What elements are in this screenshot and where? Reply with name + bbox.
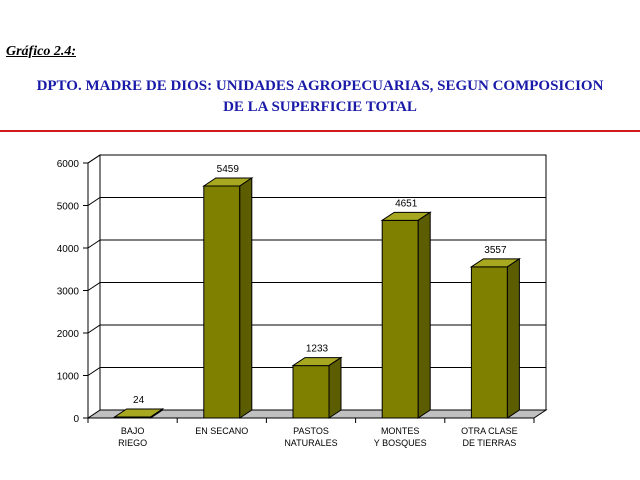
title-divider [0, 130, 640, 132]
x-tick-label-line: PASTOS [293, 426, 329, 436]
x-tick-label-line: BAJO [121, 426, 145, 436]
bar [292, 365, 330, 419]
x-tick-label-line: OTRA CLASE [461, 426, 518, 436]
y-tick-label: 6000 [57, 159, 80, 170]
data-label: 3557 [484, 245, 507, 256]
y-tick-label: 5000 [57, 202, 80, 213]
y-tick-label: 1000 [57, 372, 80, 383]
y-tick-label: 2000 [57, 329, 80, 340]
bar [203, 185, 241, 419]
x-tick-label: MONTES Y BOSQUES [374, 426, 427, 448]
x-tick-label-line: MONTES [381, 426, 420, 436]
bar-side-face [417, 211, 431, 419]
figure-label: Gráfico 2.4: [6, 44, 76, 59]
x-tick-label: OTRA CLASE DE TIERRAS [461, 426, 518, 448]
x-tick-label-line: EN SECANO [195, 426, 248, 436]
x-tick-label-line: NATURALES [284, 438, 337, 448]
bar-side-face [239, 177, 253, 419]
gridline [87, 154, 546, 164]
x-tick-label-line: Y BOSQUES [374, 438, 427, 448]
x-tick-label: PASTOS NATURALES [284, 426, 337, 448]
bar-side-face [150, 408, 164, 419]
data-label: 1233 [306, 344, 329, 355]
data-label: 4651 [395, 198, 418, 209]
x-tick-label: EN SECANO [195, 426, 248, 436]
data-label: 5459 [217, 164, 240, 175]
bar [470, 266, 508, 419]
chart-title-line-2: DE LA SUPERFICIE TOTAL [223, 99, 417, 115]
bar-side-face [328, 356, 342, 419]
bar [381, 219, 419, 419]
chart-title-line-1: DPTO. MADRE DE DIOS: UNIDADES AGROPECUAR… [36, 78, 604, 94]
y-tick-label: 3000 [57, 287, 80, 298]
x-tick-label-line: RIEGO [118, 438, 147, 448]
y-tick-label: 0 [73, 414, 79, 425]
x-tick-label-line: DE TIERRAS [462, 438, 516, 448]
data-label: 24 [133, 395, 145, 406]
x-tick-label: BAJO RIEGO [118, 426, 147, 448]
bar-side-face [506, 257, 520, 419]
chart-title: DPTO. MADRE DE DIOS: UNIDADES AGROPECUAR… [0, 76, 640, 118]
gridline [87, 197, 546, 206]
y-tick-label: 4000 [57, 244, 80, 255]
